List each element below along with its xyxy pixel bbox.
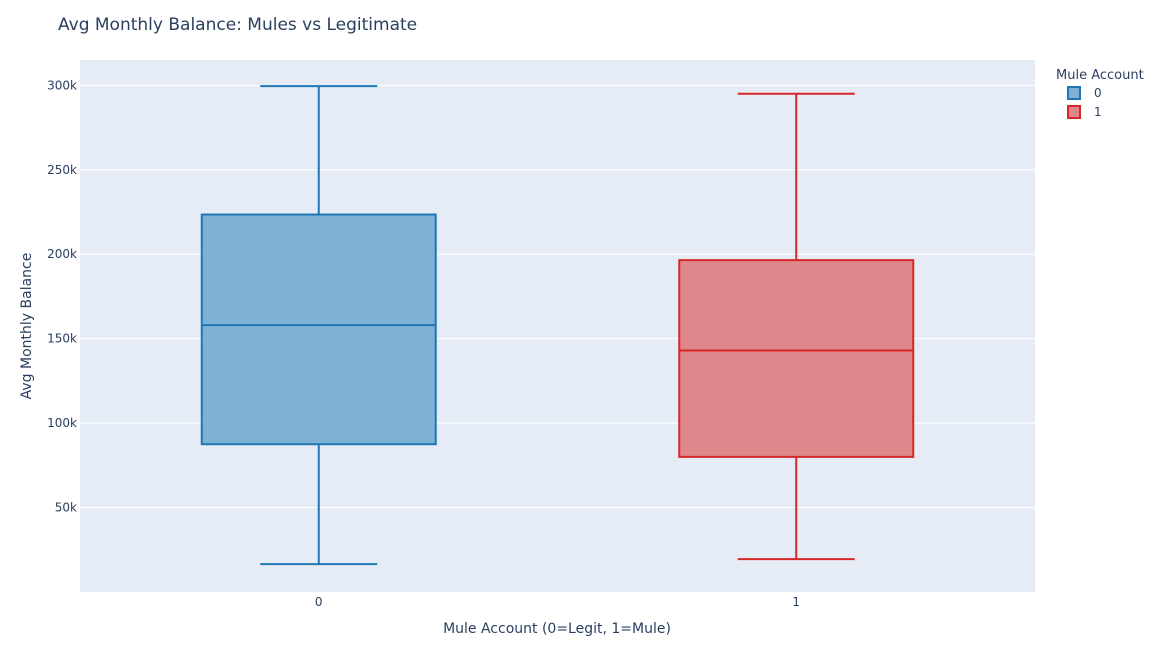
y-axis-title: Avg Monthly Balance [19, 253, 35, 400]
y-tick-label: 250k [47, 163, 77, 177]
legend-swatch [1067, 105, 1081, 119]
y-tick-label: 100k [47, 416, 77, 430]
y-tick-label: 50k [55, 501, 77, 515]
box-series [200, 85, 915, 566]
x-tick-label: 0 [315, 595, 323, 609]
x-tick-label: 1 [792, 595, 800, 609]
y-tick-label: 200k [47, 247, 77, 261]
y-tick-label: 300k [47, 78, 77, 92]
legend-swatch [1067, 86, 1081, 100]
iqr-box [200, 213, 437, 446]
legend-label: 1 [1094, 105, 1102, 119]
box-0 [200, 85, 437, 566]
y-axis-ticks: 50k 100k 150k 200k 250k 300k [47, 78, 77, 514]
box-1 [678, 92, 915, 561]
x-axis-title: Mule Account (0=Legit, 1=Mule) [443, 621, 671, 637]
legend-title: Mule Account [1056, 68, 1144, 83]
iqr-box [678, 259, 915, 458]
legend: Mule Account 0 1 [1056, 68, 1144, 119]
chart-title: Avg Monthly Balance: Mules vs Legitimate [58, 15, 417, 35]
legend-label: 0 [1094, 86, 1102, 100]
y-tick-label: 150k [47, 332, 77, 346]
